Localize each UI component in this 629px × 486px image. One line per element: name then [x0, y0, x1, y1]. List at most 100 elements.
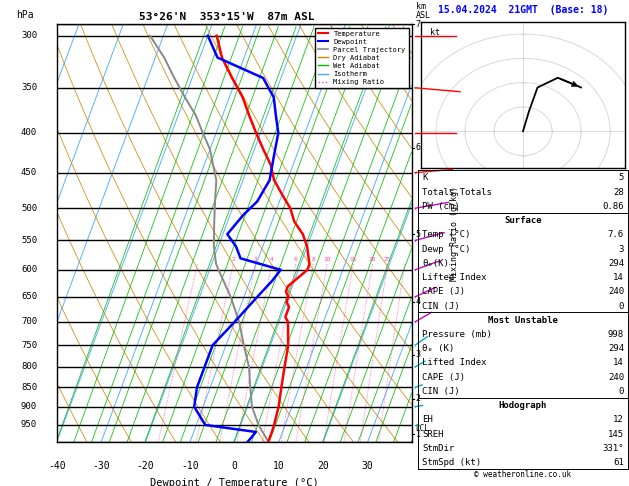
Text: 2: 2 [416, 394, 421, 403]
Text: 550: 550 [21, 236, 37, 245]
Text: 294: 294 [608, 259, 624, 268]
Text: .: . [413, 267, 417, 272]
Text: .: . [413, 343, 417, 347]
Text: .: . [413, 206, 417, 211]
Text: θₑ (K): θₑ (K) [422, 344, 454, 353]
Text: 3: 3 [618, 244, 624, 254]
Text: 20: 20 [369, 257, 376, 262]
Text: SREH: SREH [422, 430, 443, 439]
Text: .: . [413, 295, 417, 299]
Text: 0: 0 [231, 461, 237, 471]
Text: 6: 6 [416, 143, 421, 152]
Text: .: . [413, 238, 417, 243]
Text: Dewpoint / Temperature (°C): Dewpoint / Temperature (°C) [150, 478, 319, 486]
Text: PW (cm): PW (cm) [422, 202, 460, 211]
Text: 700: 700 [21, 317, 37, 326]
Text: 750: 750 [21, 341, 37, 349]
Text: StmDir: StmDir [422, 444, 454, 453]
Text: Lifted Index: Lifted Index [422, 359, 487, 367]
Text: Mixing Ratio (g/kg): Mixing Ratio (g/kg) [450, 186, 459, 281]
Text: 350: 350 [21, 83, 37, 92]
Text: 53°26'N  353°15'W  87m ASL: 53°26'N 353°15'W 87m ASL [138, 12, 314, 22]
Text: Temp (°C): Temp (°C) [422, 230, 470, 240]
Text: StmSpd (kt): StmSpd (kt) [422, 458, 481, 467]
Legend: Temperature, Dewpoint, Parcel Trajectory, Dry Adiabat, Wet Adiabat, Isotherm, Mi: Temperature, Dewpoint, Parcel Trajectory… [314, 28, 408, 88]
Text: .: . [413, 170, 417, 175]
Text: 15: 15 [350, 257, 357, 262]
Text: 600: 600 [21, 265, 37, 274]
Text: 28: 28 [613, 188, 624, 197]
Text: km
ASL: km ASL [416, 2, 430, 20]
Text: -10: -10 [181, 461, 199, 471]
Text: EH: EH [422, 416, 433, 424]
Text: 145: 145 [608, 430, 624, 439]
Text: 650: 650 [21, 292, 37, 301]
Text: .: . [413, 33, 417, 38]
Text: 7: 7 [416, 20, 421, 29]
Text: 20: 20 [317, 461, 329, 471]
Text: 0.86: 0.86 [603, 202, 624, 211]
Text: .: . [413, 404, 417, 409]
Text: 7.6: 7.6 [608, 230, 624, 240]
Text: 5: 5 [618, 174, 624, 182]
Text: 998: 998 [608, 330, 624, 339]
Text: CAPE (J): CAPE (J) [422, 373, 465, 382]
Text: .: . [413, 422, 417, 428]
Text: © weatheronline.co.uk: © weatheronline.co.uk [474, 469, 572, 479]
Text: Dewp (°C): Dewp (°C) [422, 244, 470, 254]
Text: 400: 400 [21, 128, 37, 138]
Text: .: . [413, 319, 417, 324]
Text: 6: 6 [294, 257, 298, 262]
Text: -20: -20 [136, 461, 154, 471]
Text: 3: 3 [253, 257, 257, 262]
Text: Lifted Index: Lifted Index [422, 273, 487, 282]
Text: Hodograph: Hodograph [499, 401, 547, 410]
Text: 2: 2 [231, 257, 235, 262]
Text: CIN (J): CIN (J) [422, 301, 460, 311]
Text: -30: -30 [92, 461, 110, 471]
Text: -40: -40 [48, 461, 65, 471]
Text: 5: 5 [416, 230, 421, 239]
Text: 25: 25 [384, 257, 391, 262]
Text: 240: 240 [608, 287, 624, 296]
Text: 14: 14 [613, 359, 624, 367]
Text: .: . [413, 364, 417, 369]
Text: K: K [422, 174, 428, 182]
Text: 294: 294 [608, 344, 624, 353]
Text: θₑ(K): θₑ(K) [422, 259, 449, 268]
Text: 30: 30 [362, 461, 374, 471]
Text: 0: 0 [618, 301, 624, 311]
Text: Pressure (mb): Pressure (mb) [422, 330, 492, 339]
Text: Surface: Surface [504, 216, 542, 225]
Text: Most Unstable: Most Unstable [488, 316, 558, 325]
Text: kt: kt [430, 28, 440, 37]
Text: 10: 10 [273, 461, 284, 471]
Text: 850: 850 [21, 383, 37, 392]
Text: 500: 500 [21, 204, 37, 213]
Text: LCL: LCL [416, 424, 430, 433]
Text: 900: 900 [21, 402, 37, 411]
Text: 12: 12 [613, 416, 624, 424]
Text: .: . [413, 385, 417, 390]
Text: .: . [413, 130, 417, 136]
Text: 8: 8 [311, 257, 315, 262]
Text: 0: 0 [618, 387, 624, 396]
Text: hPa: hPa [16, 10, 33, 20]
Text: 331°: 331° [603, 444, 624, 453]
Text: .: . [413, 86, 417, 90]
Text: 4: 4 [270, 257, 274, 262]
Text: 1: 1 [416, 430, 421, 438]
Text: 950: 950 [21, 420, 37, 430]
Text: 240: 240 [608, 373, 624, 382]
Text: 300: 300 [21, 31, 37, 40]
Text: 4: 4 [416, 297, 421, 307]
Text: CIN (J): CIN (J) [422, 387, 460, 396]
Text: 14: 14 [613, 273, 624, 282]
Text: CAPE (J): CAPE (J) [422, 287, 465, 296]
Text: 10: 10 [323, 257, 331, 262]
Text: Totals Totals: Totals Totals [422, 188, 492, 197]
Text: 800: 800 [21, 363, 37, 371]
Text: 450: 450 [21, 168, 37, 177]
Text: 61: 61 [613, 458, 624, 467]
Text: 3: 3 [416, 350, 421, 359]
